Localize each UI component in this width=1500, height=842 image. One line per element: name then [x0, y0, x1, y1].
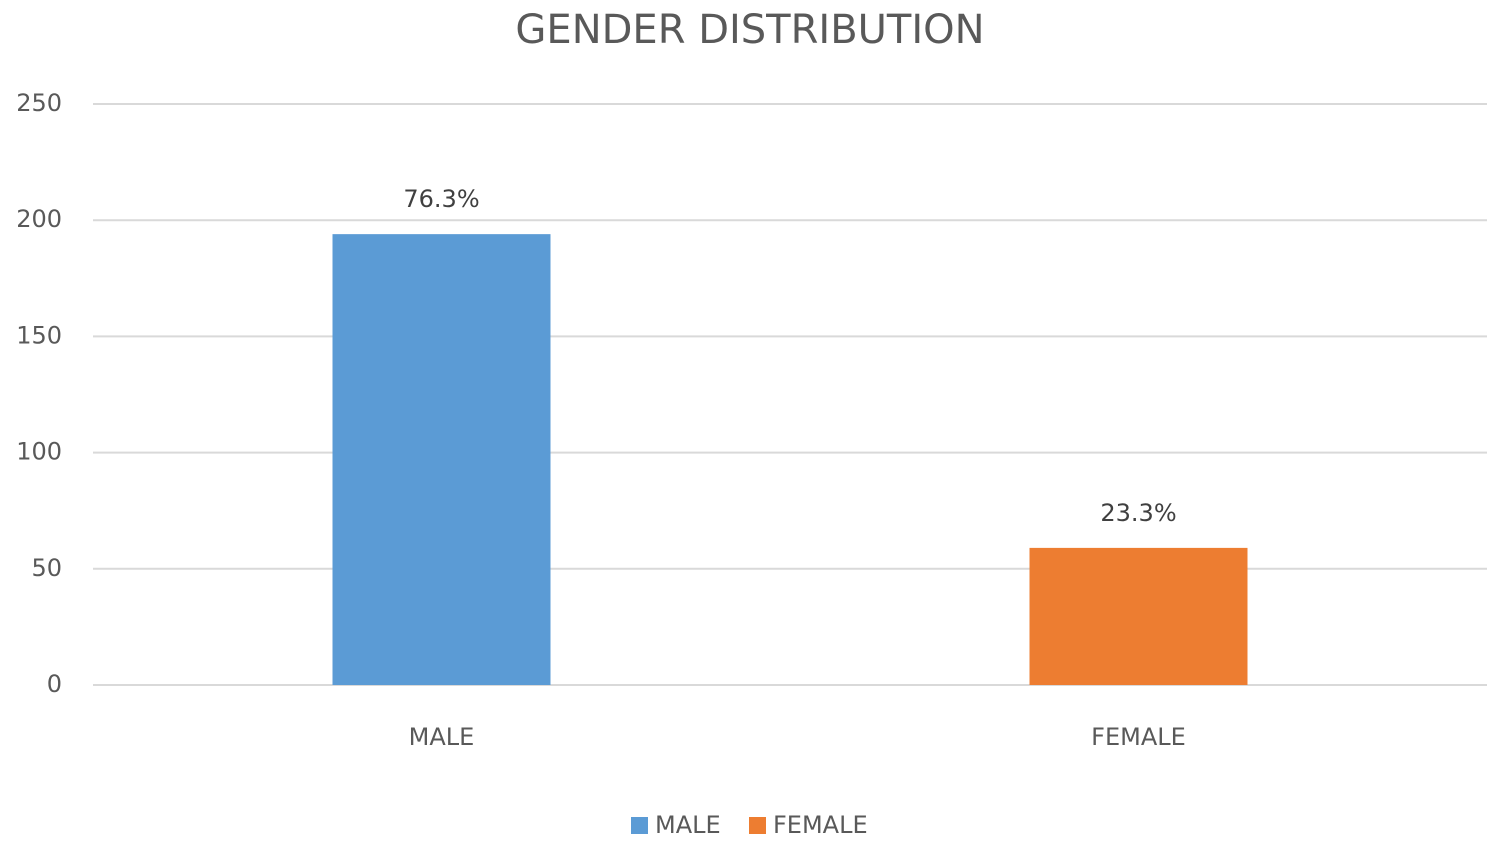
y-tick-label: 0	[47, 670, 62, 698]
bar	[332, 234, 551, 686]
legend-swatch	[631, 817, 648, 834]
y-tick-label: 150	[16, 321, 62, 349]
y-tick-label: 200	[16, 205, 62, 233]
legend-swatch	[749, 817, 766, 834]
legend-label: FEMALE	[773, 811, 868, 839]
x-tick-label: MALE	[409, 723, 475, 751]
legend-label: MALE	[655, 811, 721, 839]
data-label: 76.3%	[403, 185, 479, 213]
y-tick-label: 100	[16, 438, 62, 466]
data-label: 23.3%	[1100, 499, 1176, 527]
y-tick-label: 250	[16, 89, 62, 117]
x-tick-label: FEMALE	[1091, 723, 1186, 751]
chart-title: GENDER DISTRIBUTION	[515, 7, 984, 53]
bar	[1029, 547, 1248, 685]
y-tick-label: 50	[31, 554, 62, 582]
